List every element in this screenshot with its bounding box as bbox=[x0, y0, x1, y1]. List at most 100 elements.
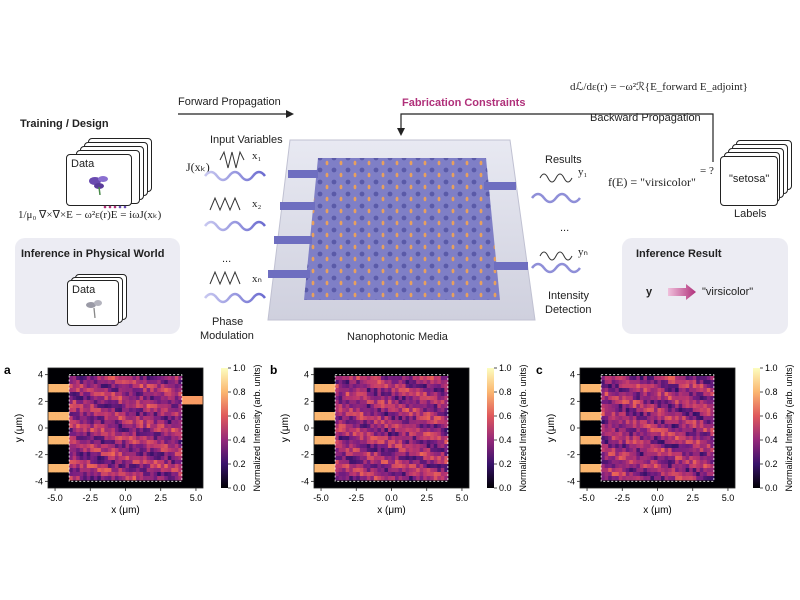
y-tick-label: 0 bbox=[304, 423, 309, 433]
y-tick-label: -2 bbox=[567, 450, 575, 460]
colorbar-tick-label: 0.6 bbox=[499, 411, 512, 421]
input-xn-label: xₙ bbox=[252, 273, 262, 285]
colorbar-tick-label: 0.0 bbox=[765, 483, 778, 493]
colorbar-tick-label: 0.0 bbox=[499, 483, 512, 493]
function-equation: f(E) = "virsicolor" bbox=[608, 175, 696, 189]
colorbar-tick-label: 0.4 bbox=[233, 435, 246, 445]
data-card-2: Data bbox=[67, 280, 119, 326]
y-tick-label: -2 bbox=[35, 450, 43, 460]
nanophotonic-device bbox=[267, 139, 536, 321]
result-y-symbol: y bbox=[646, 286, 653, 298]
output-yn-label: yₙ bbox=[578, 246, 588, 258]
compare-mark: = ? bbox=[700, 165, 714, 177]
inference-physical-title: Inference in Physical World bbox=[21, 248, 165, 260]
x-tick-label: 5.0 bbox=[190, 493, 203, 503]
label-card-text: "setosa" bbox=[729, 173, 770, 185]
training-title: Training / Design bbox=[20, 118, 109, 130]
colorbar-label: Normalized Intensity (arb. units) bbox=[784, 364, 794, 491]
media-label: Nanophotonic Media bbox=[347, 331, 448, 343]
y-tick-label: 2 bbox=[304, 396, 309, 406]
colorbar-tick-label: 0.2 bbox=[233, 459, 246, 469]
iris-flower-icon-2 bbox=[86, 300, 102, 318]
x-axis-label: x (μm) bbox=[111, 505, 140, 516]
colorbar-label: Normalized Intensity (arb. units) bbox=[252, 364, 262, 491]
y-tick-label: -2 bbox=[301, 450, 309, 460]
inference-result-title: Inference Result bbox=[636, 248, 722, 260]
panel-letter-a: a bbox=[4, 363, 11, 377]
colorbar-tick-label: 0.8 bbox=[765, 387, 778, 397]
design-region-outline bbox=[600, 374, 715, 482]
x-tick-label: -5.0 bbox=[47, 493, 63, 503]
y-tick-label: 4 bbox=[570, 370, 575, 380]
x-tick-label: 2.5 bbox=[420, 493, 433, 503]
colorbar bbox=[221, 368, 228, 488]
fabrication-constraints-label: Fabrication Constraints bbox=[402, 97, 526, 109]
colorbar-tick-label: 0.4 bbox=[499, 435, 512, 445]
x-axis-label: x (μm) bbox=[377, 505, 406, 516]
colorbar-tick-label: 0.4 bbox=[765, 435, 778, 445]
source-label: J(xₖ) bbox=[186, 160, 210, 174]
output-y1-label: y₁ bbox=[578, 166, 588, 178]
colorbar-tick-label: 0.2 bbox=[499, 459, 512, 469]
colorbar-tick-label: 1.0 bbox=[499, 363, 512, 373]
results-label: Results bbox=[545, 154, 582, 166]
colorbar-tick-label: 0.8 bbox=[233, 387, 246, 397]
input-x1-label: x₁ bbox=[252, 150, 262, 162]
inference-result-panel: Inference Result y "virsicolor" bbox=[622, 238, 788, 334]
colorbar bbox=[487, 368, 494, 488]
panel-letter-b: b bbox=[270, 363, 277, 377]
colorbar-tick-label: 1.0 bbox=[765, 363, 778, 373]
y-tick-label: -4 bbox=[35, 476, 43, 486]
input-variables-title: Input Variables bbox=[210, 134, 283, 146]
y-tick-label: 0 bbox=[38, 423, 43, 433]
x-tick-label: -2.5 bbox=[83, 493, 99, 503]
x-tick-label: -5.0 bbox=[313, 493, 329, 503]
x-tick-label: 2.5 bbox=[154, 493, 167, 503]
y-axis-label: y (μm) bbox=[546, 414, 557, 443]
colorbar-tick-label: 0.6 bbox=[765, 411, 778, 421]
design-region-outline bbox=[334, 374, 449, 482]
label-card: "setosa" bbox=[720, 156, 778, 206]
colorbar-tick-label: 0.6 bbox=[233, 411, 246, 421]
x-tick-label: -2.5 bbox=[615, 493, 631, 503]
iris-flower-icon bbox=[89, 176, 108, 195]
data-card-2-label: Data bbox=[72, 284, 96, 296]
x-tick-label: 2.5 bbox=[686, 493, 699, 503]
y-tick-label: -4 bbox=[301, 476, 309, 486]
y-axis-label: y (μm) bbox=[14, 414, 25, 443]
colorbar bbox=[753, 368, 760, 488]
input-x2-label: x₂ bbox=[252, 198, 262, 210]
data-card: Data bbox=[66, 154, 132, 209]
y-tick-label: 2 bbox=[570, 396, 575, 406]
input-dots: ... bbox=[222, 253, 232, 265]
x-tick-label: 5.0 bbox=[722, 493, 735, 503]
colorbar-label: Normalized Intensity (arb. units) bbox=[518, 364, 528, 491]
colorbar-tick-label: 0.0 bbox=[233, 483, 246, 493]
x-tick-label: -5.0 bbox=[579, 493, 595, 503]
maxwell-equation: 1/μ₀ ∇×∇×E − ω²ε(r)E = iωJ(xₖ) bbox=[18, 209, 162, 221]
x-tick-label: 5.0 bbox=[456, 493, 469, 503]
output-dots: ... bbox=[560, 222, 570, 234]
y-tick-label: 0 bbox=[570, 423, 575, 433]
y-tick-label: -4 bbox=[567, 476, 575, 486]
phase-label: Phase bbox=[212, 316, 244, 328]
intensity-label: Intensity bbox=[548, 290, 589, 302]
x-tick-label: 0.0 bbox=[651, 493, 664, 503]
heatmap-panel-a: a -5.0 -2.5 0.0 2.5 5.0 x (μm) 4 2 0 -2 -4 y (μm) 1.0… bbox=[4, 363, 262, 516]
result-arrow-icon bbox=[668, 284, 696, 300]
labels-caption: Labels bbox=[734, 208, 767, 220]
pagination-dots bbox=[103, 196, 129, 209]
result-text: "virsicolor" bbox=[702, 286, 754, 298]
y-tick-label: 4 bbox=[38, 370, 43, 380]
x-axis-label: x (μm) bbox=[643, 505, 672, 516]
inference-physical-panel: Inference in Physical World Data bbox=[15, 238, 180, 334]
panel-letter-c: c bbox=[536, 363, 543, 377]
heatmap-panel-b: b -5.0 -2.5 0.0 2.5 5.0 x (μm) 4 2 0 -2 -4 y (μm) 1.0… bbox=[270, 363, 528, 516]
output-waves bbox=[531, 173, 581, 274]
y-axis-label: y (μm) bbox=[280, 414, 291, 443]
adjoint-equation: dℒ/dε(r) = −ω²ℛ{E_forward E_adjoint} bbox=[570, 81, 748, 93]
x-tick-label: -2.5 bbox=[349, 493, 365, 503]
modulation-label: Modulation bbox=[200, 330, 254, 342]
y-tick-label: 4 bbox=[304, 370, 309, 380]
heatmap-panel-c: c -5.0 -2.5 0.0 2.5 5.0 x (μm) 4 2 0 -2 -4 y (μm) 1.0… bbox=[536, 363, 794, 516]
